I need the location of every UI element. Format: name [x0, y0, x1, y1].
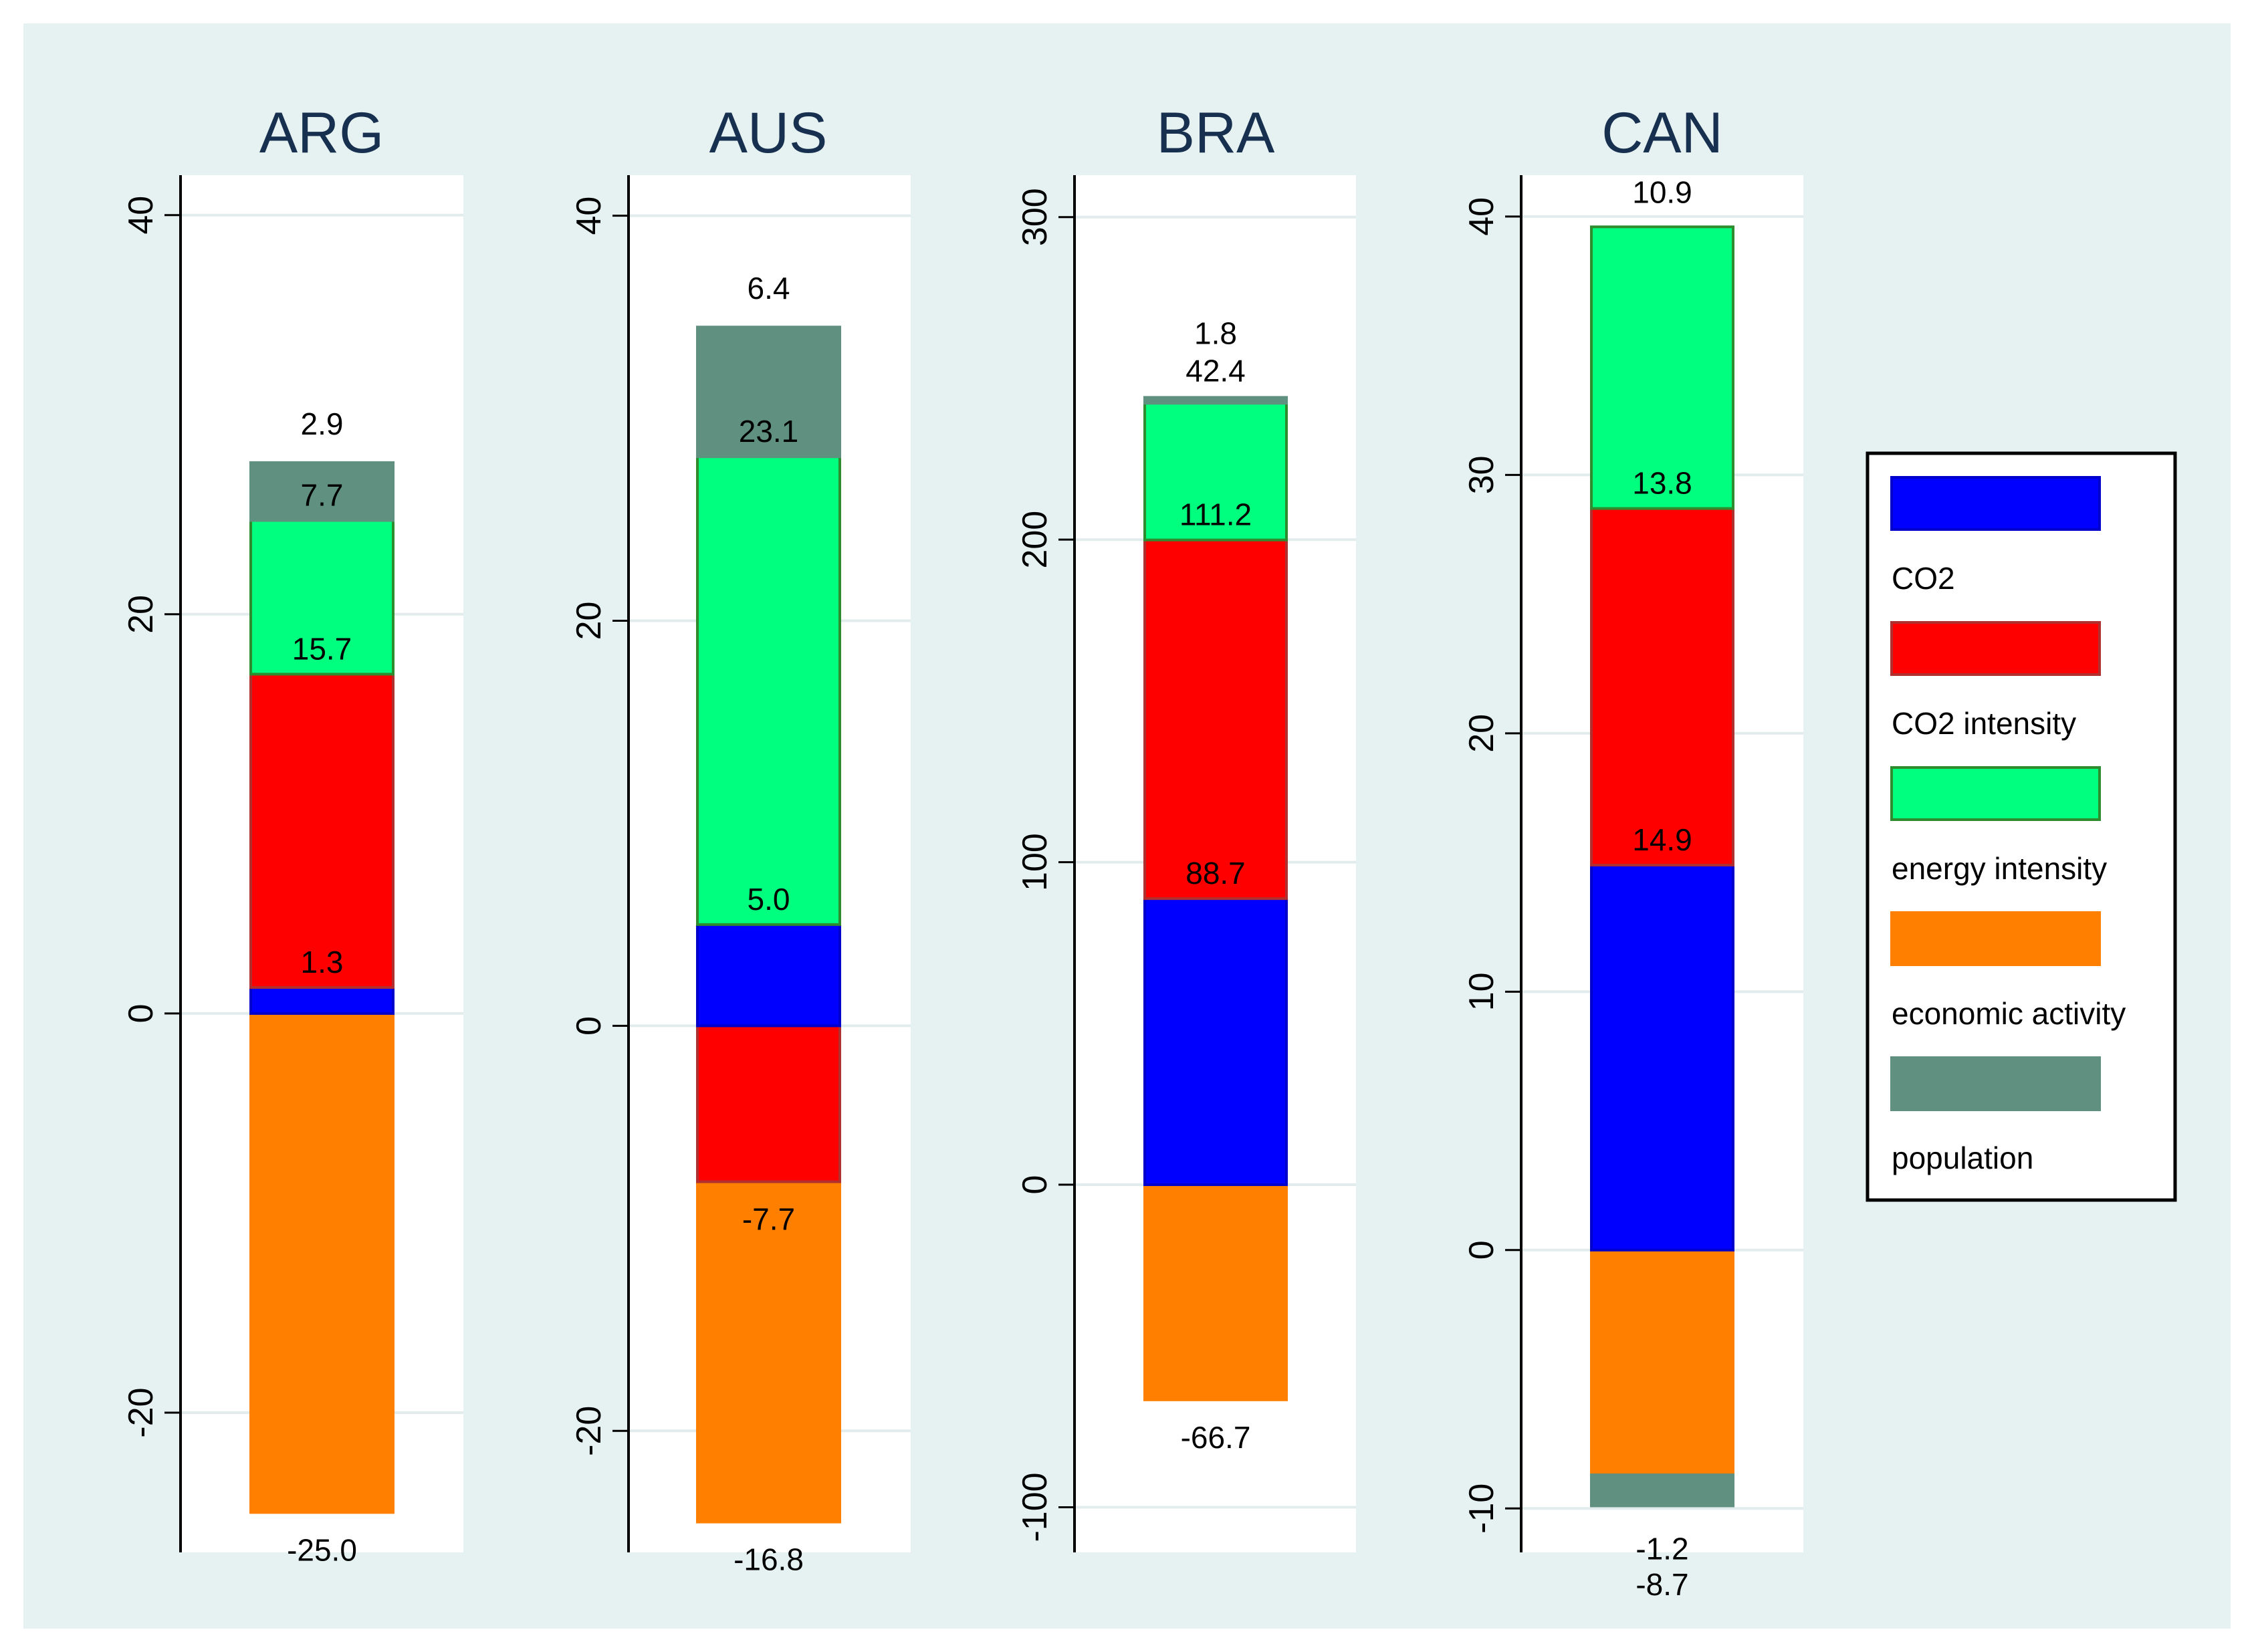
legend-label: energy intensity: [1892, 851, 2107, 886]
legend-swatch-green: [1890, 766, 2101, 821]
data-label: 13.8: [1632, 466, 1692, 501]
bar-segment-red: [1590, 507, 1734, 866]
y-tick-label: 0: [1462, 1240, 1501, 1260]
panel-title: BRA: [1157, 101, 1275, 165]
bar-segment-red: [696, 1024, 841, 1183]
bar-segment-teal: [1590, 1473, 1734, 1508]
legend-swatch-red: [1890, 621, 2101, 676]
legend-label: economic activity: [1892, 996, 2126, 1031]
y-tick-label: 10: [1462, 972, 1501, 1011]
data-label: 88.7: [1186, 856, 1246, 891]
y-tick-label: 20: [570, 602, 608, 640]
panel-arg: -20 0 20 40 ARG 1.3 15.7 7.7 2.9 -25.0: [122, 101, 463, 1567]
y-tick-label: 0: [1016, 1175, 1054, 1195]
panel-title: ARG: [259, 101, 384, 165]
panel-aus: -20 0 20 40 AUS 5.0 -7.7 23.1 6.4 -16.8: [570, 101, 911, 1577]
bar-segment-teal: [1143, 396, 1288, 405]
data-label: -16.8: [734, 1542, 804, 1577]
data-label: -66.7: [1181, 1420, 1251, 1455]
panel-can: -10 0 10 20 30 40 CAN 14.9 13.8 10.9 -8.7-1.2: [1462, 101, 1803, 1602]
bar-segment-red: [249, 673, 395, 989]
y-tick-label: 20: [122, 595, 160, 634]
data-label: 42.4: [1186, 353, 1246, 388]
data-label: 7.7: [301, 477, 344, 512]
panel-title: AUS: [709, 101, 828, 165]
legend-swatch-blue: [1890, 476, 2101, 531]
y-tick-label: 0: [122, 1004, 160, 1023]
panel-bra: -100 0 100 200 300 BRA 88.7 111.2 42.41.8 -66.7: [1016, 101, 1356, 1552]
data-label: 1.8: [1194, 316, 1237, 350]
bar-segment-orange: [1143, 1183, 1288, 1401]
bar-segment-blue: [1590, 863, 1734, 1252]
data-label: -7.7: [742, 1202, 795, 1237]
chart-panels: -20 0 20 40 ARG 1.3 15.7 7.7 2.9 -25.0 -20 0 20 40 AUS…: [122, 101, 1803, 1602]
bar-segment-teal: [249, 461, 395, 522]
legend-swatch-orange: [1890, 911, 2101, 966]
legend: CO2 CO2 intensity energy intensity economic…: [1866, 451, 2177, 1202]
data-label: -1.2: [1636, 1531, 1688, 1566]
data-label: -8.7: [1636, 1567, 1688, 1602]
bar-segment-blue: [696, 923, 841, 1028]
data-label: 14.9: [1632, 822, 1692, 857]
data-label: 111.2: [1179, 497, 1252, 532]
y-tick-label: 30: [1462, 455, 1501, 494]
y-tick-label: -10: [1462, 1484, 1501, 1534]
y-tick-label: 40: [122, 196, 160, 235]
data-label: 2.9: [301, 406, 344, 441]
bar-segment-orange: [1590, 1248, 1734, 1477]
panel-title: CAN: [1601, 101, 1723, 165]
data-label: 5.0: [748, 882, 790, 917]
bar-segment-teal: [696, 326, 841, 459]
legend-label: CO2: [1892, 561, 1955, 596]
legend-label: population: [1892, 1141, 2033, 1175]
data-label: 1.3: [301, 945, 344, 979]
y-tick-label: 40: [1462, 197, 1501, 236]
legend-swatch-teal: [1890, 1056, 2101, 1111]
y-tick-label: 40: [570, 197, 608, 235]
bar-segment-green: [696, 455, 841, 926]
bar-segment-blue: [1143, 897, 1288, 1187]
legend-label: CO2 intensity: [1892, 706, 2076, 741]
data-label: 10.9: [1632, 174, 1692, 209]
bar-segment-green: [1590, 225, 1734, 510]
y-tick-label: -20: [570, 1406, 608, 1456]
y-tick-label: -20: [122, 1387, 160, 1437]
y-tick-label: 300: [1016, 188, 1054, 246]
data-label: 15.7: [292, 631, 352, 666]
bar-segment-blue: [249, 986, 395, 1015]
bar-segment-orange: [696, 1180, 841, 1524]
data-label: 6.4: [748, 271, 790, 306]
bar-segment-green: [1143, 402, 1288, 542]
y-tick-label: 200: [1016, 511, 1054, 569]
bar-segment-red: [1143, 538, 1288, 901]
y-tick-label: 100: [1016, 833, 1054, 891]
data-label: 23.1: [739, 414, 799, 449]
bar-segment-orange: [249, 1012, 395, 1514]
y-tick-label: 0: [570, 1016, 608, 1036]
data-label: -25.0: [287, 1532, 357, 1567]
y-tick-label: 20: [1462, 714, 1501, 753]
y-tick-label: -100: [1016, 1472, 1054, 1542]
